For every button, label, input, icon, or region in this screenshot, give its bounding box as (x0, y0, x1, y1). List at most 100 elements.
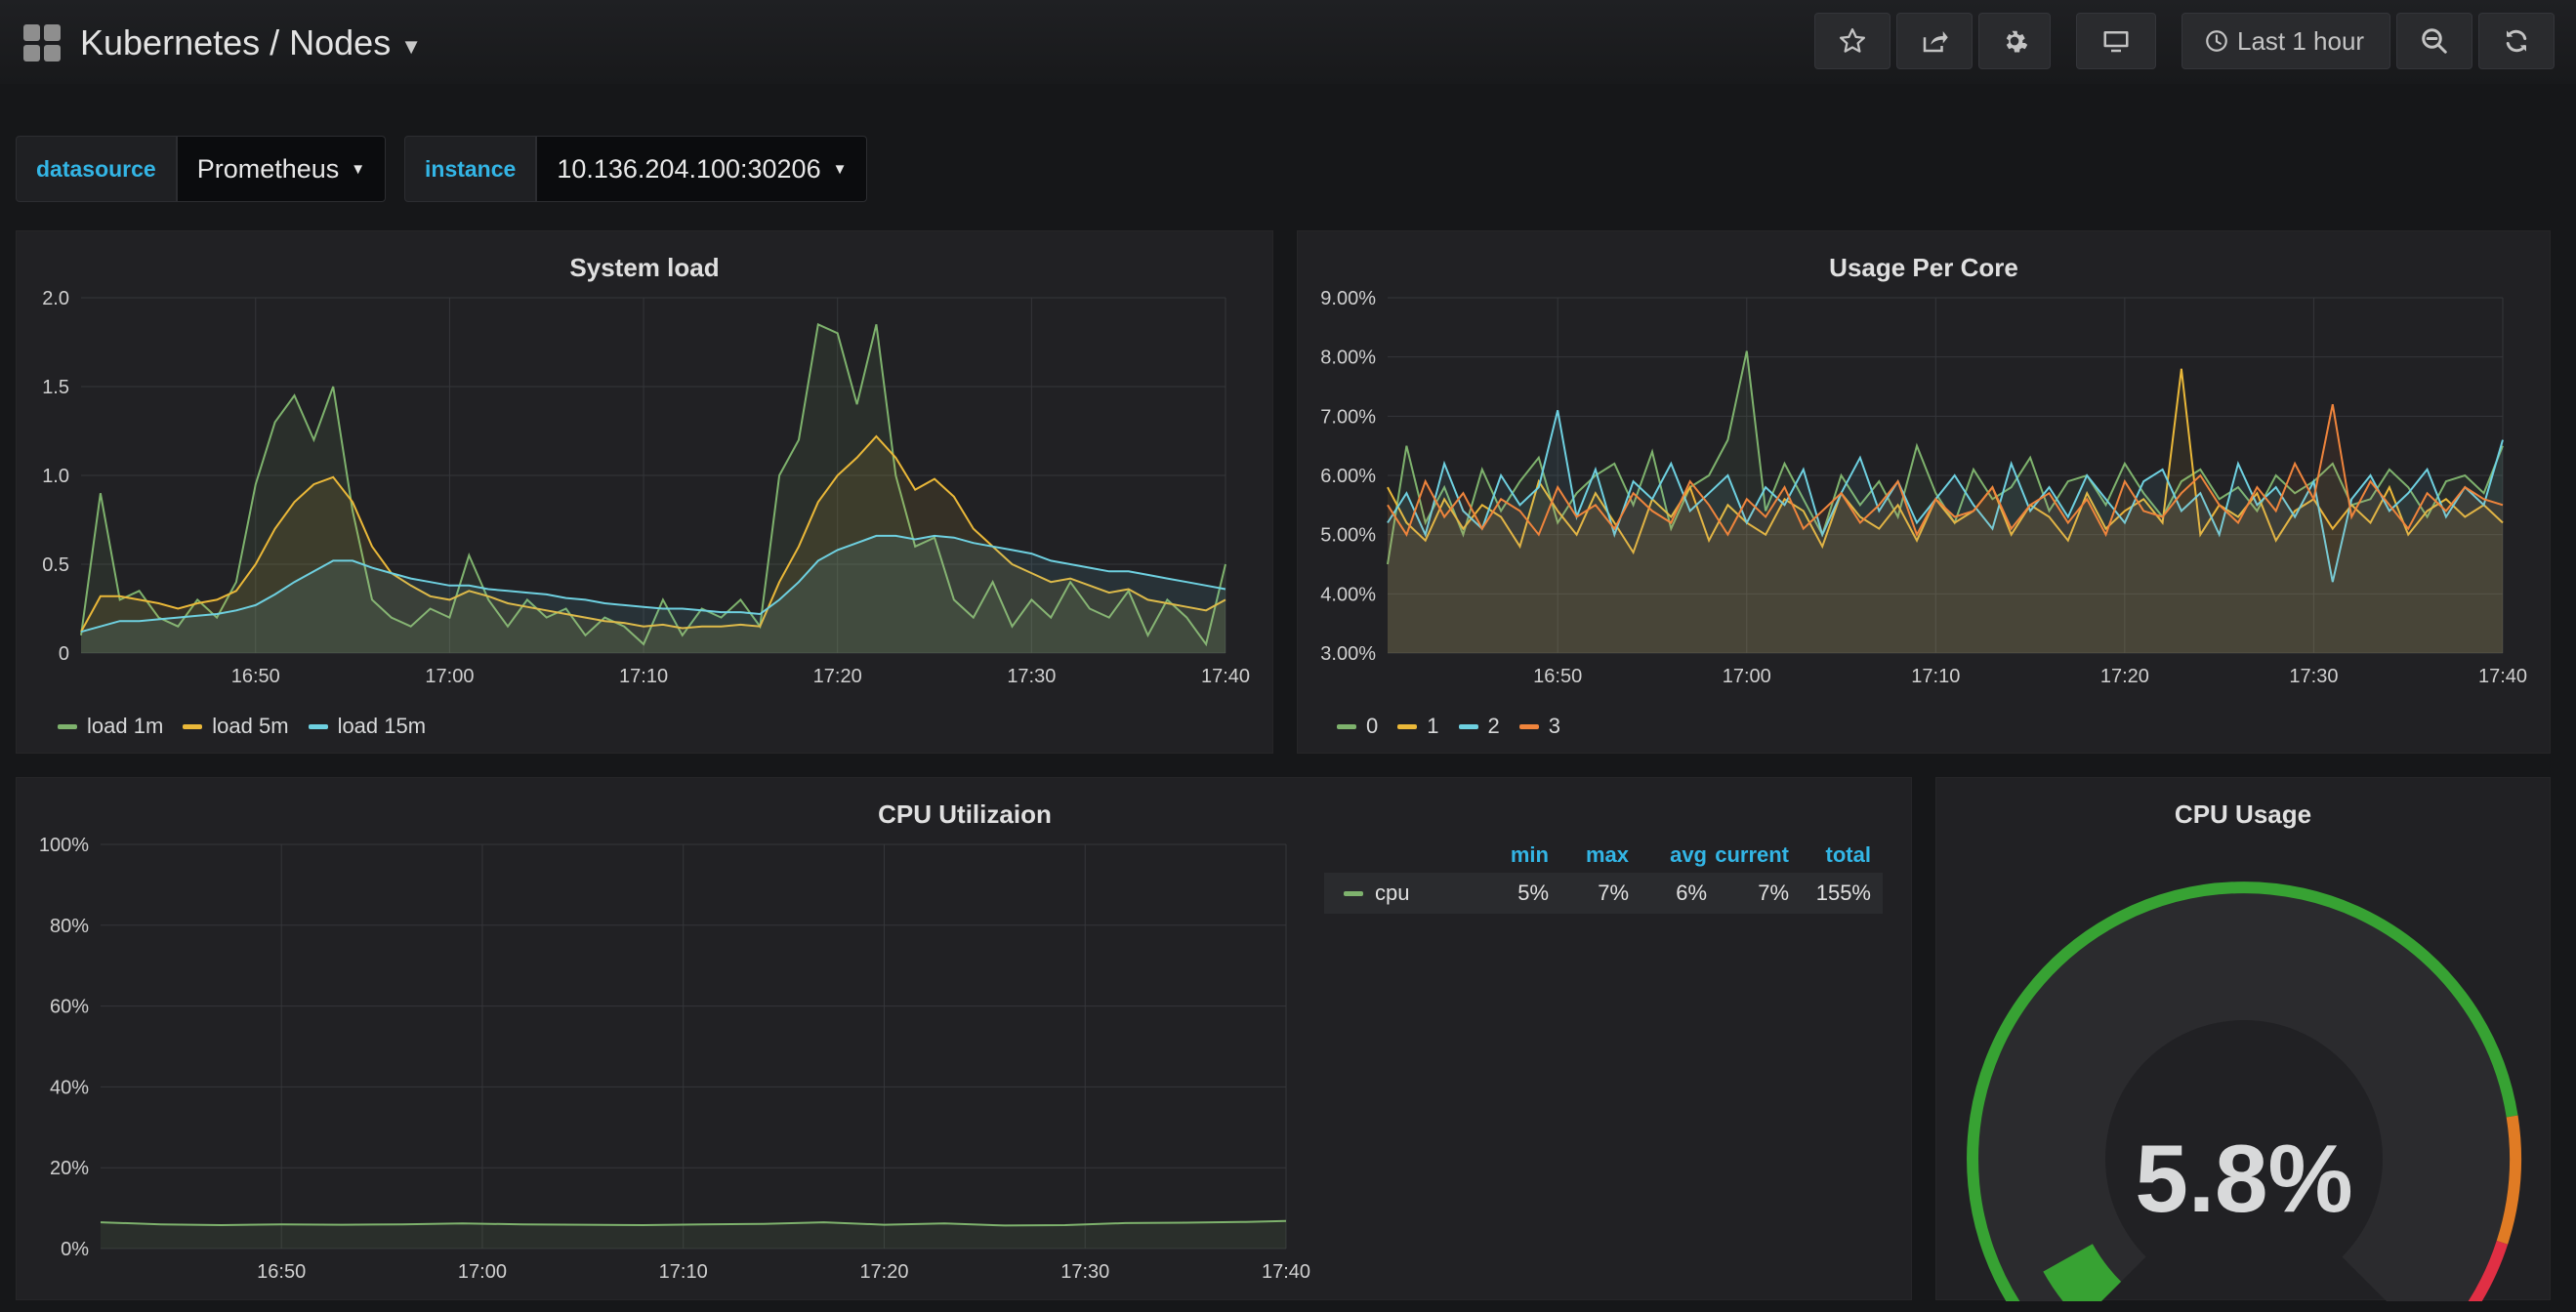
legend-item-load-1m[interactable]: load 1m (58, 714, 163, 739)
dashboard-settings-button[interactable] (1978, 13, 2051, 69)
chevron-down-icon[interactable]: ▼ (400, 34, 422, 59)
clock-icon (2206, 30, 2227, 52)
cpu-utilization-graph[interactable]: 100% 80% 60% 40% 20% 0% 16:50 17:00 17:10 17:20 17… (17, 778, 1325, 1301)
system-load-graph[interactable]: 2.0 1.5 1.0 0.5 0 16:50 17:00 17:10 17:20 17:30 17… (17, 231, 1274, 755)
y-tick-label: 2.0 (42, 288, 69, 309)
variable-instance: instance 10.136.204.100:30206 ▼ (404, 136, 868, 202)
y-tick-label: 7.00% (1320, 406, 1376, 428)
y-tick-label: 20% (50, 1158, 89, 1179)
variable-label-datasource: datasource (16, 136, 177, 202)
usage-per-core-graph[interactable]: 9.00% 8.00% 7.00% 6.00% 5.00% 4.00% 3.00% 16:50… (1298, 231, 2552, 755)
x-tick-label: 17:00 (1723, 666, 1771, 687)
gauge-background (1978, 893, 2510, 1301)
series-line-cpu (100, 1219, 1287, 1227)
panel-usage-per-core[interactable]: Usage Per Core 9.00% 8.00% 7.00% 6.00% 5.00%… (1297, 230, 2551, 754)
tv-mode-button[interactable] (2076, 13, 2156, 69)
legend-item-load-5m[interactable]: load 5m (183, 714, 289, 739)
x-tick-label: 16:50 (231, 666, 280, 687)
gauge-threshold-band (1967, 882, 2518, 1301)
usage-per-core-legend: 0 1 2 3 (1337, 714, 1580, 739)
refresh-button[interactable] (2478, 13, 2555, 69)
time-range-label: Last 1 hour (2237, 25, 2365, 56)
zoom-out-button[interactable] (2396, 13, 2472, 69)
panel-title[interactable]: Usage Per Core (1829, 253, 2018, 282)
legend-value-max: 7% (1598, 881, 1629, 905)
datasource-select[interactable]: Prometheus ▼ (176, 136, 387, 202)
legend-item-core-3[interactable]: 3 (1518, 714, 1560, 739)
legend-header-total[interactable]: total (1825, 842, 1871, 867)
panel-title[interactable]: CPU Utilizaion (878, 800, 1052, 829)
y-tick-label: 8.00% (1320, 348, 1376, 369)
series-area-load-15m (81, 535, 1226, 653)
instance-select[interactable]: 10.136.204.100:30206 ▼ (536, 136, 868, 202)
gauge-value-arc (2043, 1243, 2122, 1301)
x-tick-label: 17:20 (859, 1261, 908, 1283)
x-tick-label: 16:50 (1533, 666, 1582, 687)
legend-header-max[interactable]: max (1585, 842, 1629, 867)
series-area-3 (1388, 404, 2503, 653)
legend-value-total: 155% (1815, 881, 1871, 905)
legend-header-current[interactable]: current (1715, 842, 1789, 867)
legend-item-core-0[interactable]: 0 (1337, 714, 1378, 739)
y-tick-label: 100% (39, 835, 89, 856)
panel-cpu-utilization[interactable]: CPU Utilizaion 100% 80% 60% 40% 20% 0% 16:50 17… (16, 777, 1912, 1300)
legend-series-name[interactable]: cpu (1375, 881, 1410, 905)
legend-header-min[interactable]: min (1510, 842, 1549, 867)
y-tick-label: 0.5 (42, 554, 69, 576)
dashboard-title[interactable]: Kubernetes / Nodes (80, 22, 392, 62)
y-tick-label: 40% (50, 1077, 89, 1098)
time-picker-button[interactable]: Last 1 hour (2181, 13, 2390, 69)
panel-title[interactable]: CPU Usage (2174, 800, 2312, 829)
gauge-threshold-band (2496, 1115, 2521, 1245)
y-tick-label: 1.0 (42, 466, 69, 487)
system-load-legend: load 1m load 5m load 15m (58, 714, 445, 739)
y-tick-label: 4.00% (1320, 584, 1376, 605)
x-tick-label: 17:20 (813, 666, 862, 687)
x-tick-label: 17:10 (1911, 666, 1960, 687)
legend-item-core-2[interactable]: 2 (1458, 714, 1500, 739)
gauge-value-text: 5.8% (2135, 1125, 2352, 1232)
y-tick-label: 6.00% (1320, 466, 1376, 487)
series-line-2 (1387, 410, 2504, 583)
legend-value-current: 7% (1758, 881, 1789, 905)
x-tick-label: 17:30 (1007, 666, 1056, 687)
x-tick-label: 17:20 (2100, 666, 2149, 687)
legend-table-row-cpu[interactable]: cpu 5% 7% 6% 7% 155% (1324, 873, 1883, 914)
y-tick-label: 3.00% (1320, 643, 1376, 665)
caret-down-icon: ▼ (832, 160, 848, 178)
series-line-load-15m (80, 534, 1226, 634)
series-area-load-5m (81, 436, 1226, 653)
share-icon (1923, 31, 1948, 53)
y-tick-label: 9.00% (1320, 288, 1376, 309)
legend-value-avg: 6% (1676, 881, 1707, 905)
x-tick-label: 16:50 (257, 1261, 306, 1283)
x-tick-label: 17:40 (1201, 666, 1250, 687)
dashboard-title-picker[interactable]: Kubernetes / Nodes ▼ (23, 20, 422, 66)
series-line-load-5m (80, 434, 1226, 633)
series-area-2 (1388, 410, 2503, 653)
panel-cpu-usage[interactable]: CPU Usage 5.8% (1935, 777, 2551, 1301)
y-tick-label: 5.00% (1320, 525, 1376, 547)
refresh-icon (2506, 29, 2527, 53)
variable-label-instance: instance (404, 136, 537, 202)
star-dashboard-button[interactable] (1814, 13, 1890, 69)
y-tick-label: 0 (59, 643, 69, 665)
share-dashboard-button[interactable] (1896, 13, 1973, 69)
x-tick-label: 17:10 (619, 666, 668, 687)
grid-icon[interactable] (23, 24, 61, 62)
gear-icon (2006, 30, 2028, 53)
monitor-icon (2103, 31, 2129, 53)
datasource-value: Prometheus (196, 153, 340, 184)
star-icon (1840, 28, 1865, 53)
legend-item-core-1[interactable]: 1 (1397, 714, 1439, 739)
series-line-load-1m (80, 322, 1226, 647)
top-navbar: Kubernetes / Nodes ▼ Last 1 hour (0, 0, 2576, 84)
legend-header-avg[interactable]: avg (1670, 842, 1707, 867)
series-line-3 (1387, 404, 2504, 538)
panel-system-load[interactable]: System load 2.0 1.5 1.0 0.5 0 16:50 17:00 17:10… (16, 230, 1273, 754)
panel-title[interactable]: System load (569, 253, 720, 282)
cpu-usage-gauge: 5.8% (1967, 882, 2521, 1301)
legend-item-load-15m[interactable]: load 15m (308, 714, 426, 739)
x-tick-label: 17:00 (458, 1261, 507, 1283)
variable-datasource: datasource Prometheus ▼ (16, 136, 387, 202)
